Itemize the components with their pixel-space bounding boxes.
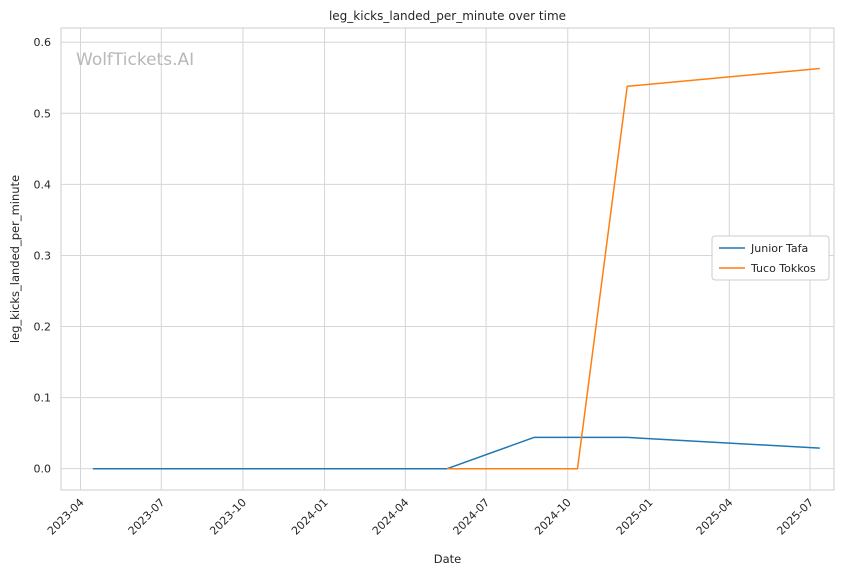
y-tick-label: 0.3: [34, 249, 52, 262]
x-tick-label: 2024-01: [289, 496, 331, 538]
x-tick-label: 2025-01: [614, 496, 656, 538]
y-tick-label: 0.1: [34, 392, 52, 405]
legend-label-tuco-tokkos: Tuco Tokkos: [750, 262, 816, 275]
x-tick-label: 2024-10: [532, 496, 574, 538]
legend: Junior Tafa Tuco Tokkos: [711, 235, 830, 281]
y-axis-label: leg_kicks_landed_per_minute: [8, 175, 22, 343]
chart-title: leg_kicks_landed_per_minute over time: [329, 9, 566, 23]
legend-box: [711, 235, 830, 281]
y-tick-label: 0.0: [34, 463, 52, 476]
x-axis-label: Date: [434, 552, 462, 566]
y-tick-label: 0.4: [34, 178, 52, 191]
x-tick-label: 2024-04: [370, 496, 412, 538]
series-line-junior-tafa: [92, 436, 820, 470]
watermark: WolfTickets.AI: [76, 50, 194, 70]
x-tick-label: 2025-07: [774, 496, 816, 538]
legend-label-junior-tafa: Junior Tafa: [750, 242, 808, 255]
y-tick-label: 0.5: [34, 107, 52, 120]
series-lines: [92, 67, 820, 470]
x-tick-label: 2023-10: [207, 496, 249, 538]
y-tick-label: 0.2: [34, 321, 52, 334]
plot-area: [60, 27, 835, 491]
y-axis-ticks: 0.0 0.1 0.2 0.3 0.4 0.5 0.6: [34, 36, 52, 475]
x-tick-label: 2023-04: [45, 496, 87, 538]
x-tick-label: 2025-04: [694, 496, 736, 538]
x-tick-label: 2023-07: [126, 496, 168, 538]
x-axis-ticks: 2023-04 2023-07 2023-10 2024-01 2024-04 2024-…: [45, 496, 816, 538]
series-line-tuco-tokkos: [447, 67, 820, 470]
y-tick-label: 0.6: [34, 36, 52, 49]
x-tick-label: 2024-07: [451, 496, 493, 538]
